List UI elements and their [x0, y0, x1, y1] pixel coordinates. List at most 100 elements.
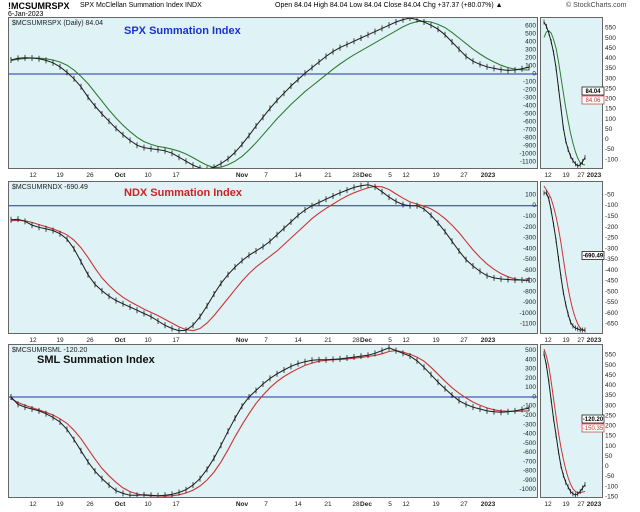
- ndx-zoom-ma-line: [543, 185, 586, 332]
- sml-zoom-ytick-label: -50: [605, 473, 615, 480]
- sml-xtick-label: 17: [172, 501, 180, 508]
- sml-zoom-ytick-label: 100: [605, 443, 616, 450]
- ndx-xtick-label: Dec: [360, 337, 372, 344]
- sml-xtick-label: 12: [29, 501, 37, 508]
- sml-zoom-ytick-label: -100: [605, 483, 618, 490]
- spx-xtick-label: 12: [402, 172, 410, 179]
- sml-main-panel: $MCSUMRSML -120.20 SML Summation Index: [8, 344, 538, 498]
- spx-zoom-ytick-label: -50: [605, 146, 615, 153]
- spx-zoom-index-line: [543, 21, 586, 167]
- ndx-xtick-label: 19: [432, 337, 440, 344]
- ndx-zoom-panel: [540, 181, 603, 334]
- spx-zoom-ytick-label: 400: [605, 55, 616, 62]
- ndx-zoom-ytick-label: -600: [605, 310, 618, 317]
- ndx-panel-label: $MCSUMRNDX -690.49: [12, 184, 88, 191]
- spx-zoom-ytick-label: 150: [605, 106, 616, 113]
- sml-xtick-label: 14: [294, 501, 302, 508]
- ndx-main-panel: $MCSUMRNDX -690.49 NDX Summation Index: [8, 181, 538, 334]
- sml-chart-title: SML Summation Index: [37, 354, 155, 366]
- sml-zoom-xtick-label: 12: [544, 501, 552, 508]
- sml-xtick-label: 27: [460, 501, 468, 508]
- spx-xtick-label: 12: [29, 172, 37, 179]
- spx-zoom-xtick-label: 19: [562, 172, 570, 179]
- ndx-zoom-ytick-label: -400: [605, 267, 618, 274]
- ndx-zoom-index-line: [544, 192, 585, 331]
- sml-index-line: [10, 347, 530, 497]
- ndx-xtick-label: Oct: [115, 337, 127, 344]
- ndx-zoom-svg: [543, 185, 586, 333]
- sml-xtick-label: Oct: [115, 501, 127, 508]
- ndx-zoom-xtick-label: 2023: [587, 337, 602, 344]
- spx-zoom-ma-line: [543, 30, 586, 166]
- sml-xtick-label: Nov: [236, 501, 249, 508]
- spx-ma-line: [10, 20, 530, 168]
- spx-zoom-ytick-label: -100: [605, 156, 618, 163]
- chart-symbol: !MCSUMRSPX: [8, 1, 70, 11]
- spx-zoom-ytick-label: 300: [605, 75, 616, 82]
- spx-zoom-ytick-label: 50: [605, 126, 613, 133]
- ndx-zoom-ytick-label: -250: [605, 235, 618, 242]
- sml-zoom-ytick-label: 50: [605, 453, 613, 460]
- spx-zoom-ytick-label: 0: [605, 136, 609, 143]
- sml-xtick-label: 12: [402, 501, 410, 508]
- ndx-zoom-ytick-label: -200: [605, 224, 618, 231]
- ndx-zoom-ytick-label: -650: [605, 321, 618, 328]
- spx-xtick-label: 14: [294, 172, 302, 179]
- sml-zoom-ytick-label: 300: [605, 402, 616, 409]
- ndx-zoom-ytick-label: -550: [605, 299, 618, 306]
- sml-xtick-label: 26: [86, 501, 94, 508]
- stockcharts-credit[interactable]: © StockCharts.com: [566, 2, 627, 9]
- sml-zoom-ytick-label: 550: [605, 352, 616, 359]
- sml-zoom-svg: [543, 348, 586, 497]
- spx-xtick-label: 5: [388, 172, 392, 179]
- sml-zoom-xtick-label: 27: [577, 501, 585, 508]
- spx-zoom-ytick-label: 450: [605, 45, 616, 52]
- spx-xtick-label: 19: [56, 172, 64, 179]
- sml-zoom-index-line: [543, 353, 586, 496]
- sml-xtick-label: 21: [324, 501, 332, 508]
- sml-zoom-ytick-label: 500: [605, 362, 616, 369]
- ndx-zoom-ytick-label: -450: [605, 278, 618, 285]
- ndx-xtick-label: 17: [172, 337, 180, 344]
- ndx-zoom-ytick-label: -300: [605, 245, 618, 252]
- ndx-xtick-label: 26: [86, 337, 94, 344]
- ndx-chart-title: NDX Summation Index: [124, 187, 242, 199]
- spx-zoom-ytick-label: 350: [605, 65, 616, 72]
- spx-zoom-ytick-label: 200: [605, 96, 616, 103]
- ndx-xtick-label: 2023: [481, 337, 496, 344]
- sml-xtick-label: 19: [56, 501, 64, 508]
- sml-panel-label: $MCSUMRSML -120.20: [12, 347, 88, 354]
- ndx-zoom-ytick-label: -100: [605, 202, 618, 209]
- ndx-ma-line: [10, 185, 530, 332]
- spx-xtick-label: 26: [86, 172, 94, 179]
- sml-ma-line: [10, 350, 530, 497]
- spx-xtick-label: 10: [144, 172, 152, 179]
- spx-zoom-ytick-label: 500: [605, 35, 616, 42]
- spx-xtick-label: 27: [460, 172, 468, 179]
- ndx-xtick-label: 12: [402, 337, 410, 344]
- sml-zoom-ytick-label: 450: [605, 372, 616, 379]
- sml-zoom-panel: [540, 344, 603, 498]
- spx-xtick-label: 28: [352, 172, 360, 179]
- sml-zoom-xtick-label: 2023: [587, 501, 602, 508]
- spx-xtick-label: 7: [264, 172, 268, 179]
- spx-zoom-xtick-label: 2023: [587, 172, 602, 179]
- sml-xtick-label: 10: [144, 501, 152, 508]
- ndx-xtick-label: 21: [324, 337, 332, 344]
- spx-zoom-panel: [540, 17, 603, 169]
- spx-zoom-ytick-label: 550: [605, 25, 616, 32]
- spx-zoom-xtick-label: 12: [544, 172, 552, 179]
- ndx-zoom-ytick-label: -350: [605, 256, 618, 263]
- ndx-xtick-label: 14: [294, 337, 302, 344]
- sml-zoom-ytick-label: 150: [605, 433, 616, 440]
- sml-xtick-label: 7: [264, 501, 268, 508]
- ndx-zoom-ytick-label: -150: [605, 213, 618, 220]
- spx-xtick-label: 19: [432, 172, 440, 179]
- ndx-zoom-xtick-label: 27: [577, 337, 585, 344]
- sml-zoom-ytick-label: 0: [605, 463, 609, 470]
- spx-xtick-label: 21: [324, 172, 332, 179]
- chart-description: SPX McClellan Summation Index INDX: [80, 2, 202, 9]
- spx-xtick-label: 17: [172, 172, 180, 179]
- spx-xtick-label: Dec: [360, 172, 372, 179]
- quote-line: Open 84.04 High 84.04 Low 84.04 Close 84…: [275, 2, 503, 9]
